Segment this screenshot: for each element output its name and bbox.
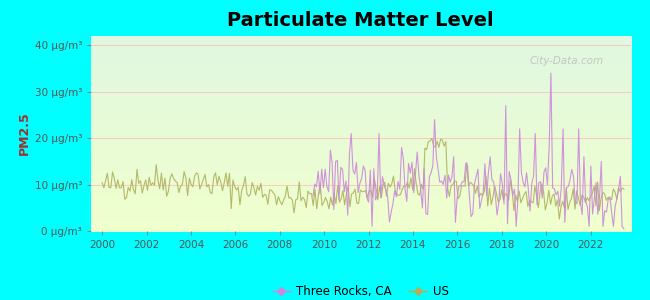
Y-axis label: PM2.5: PM2.5 [18,112,31,155]
Text: City-Data.com: City-Data.com [529,56,603,65]
Title: Particulate Matter Level: Particulate Matter Level [227,11,494,30]
Legend: Three Rocks, CA, US: Three Rocks, CA, US [268,281,454,300]
